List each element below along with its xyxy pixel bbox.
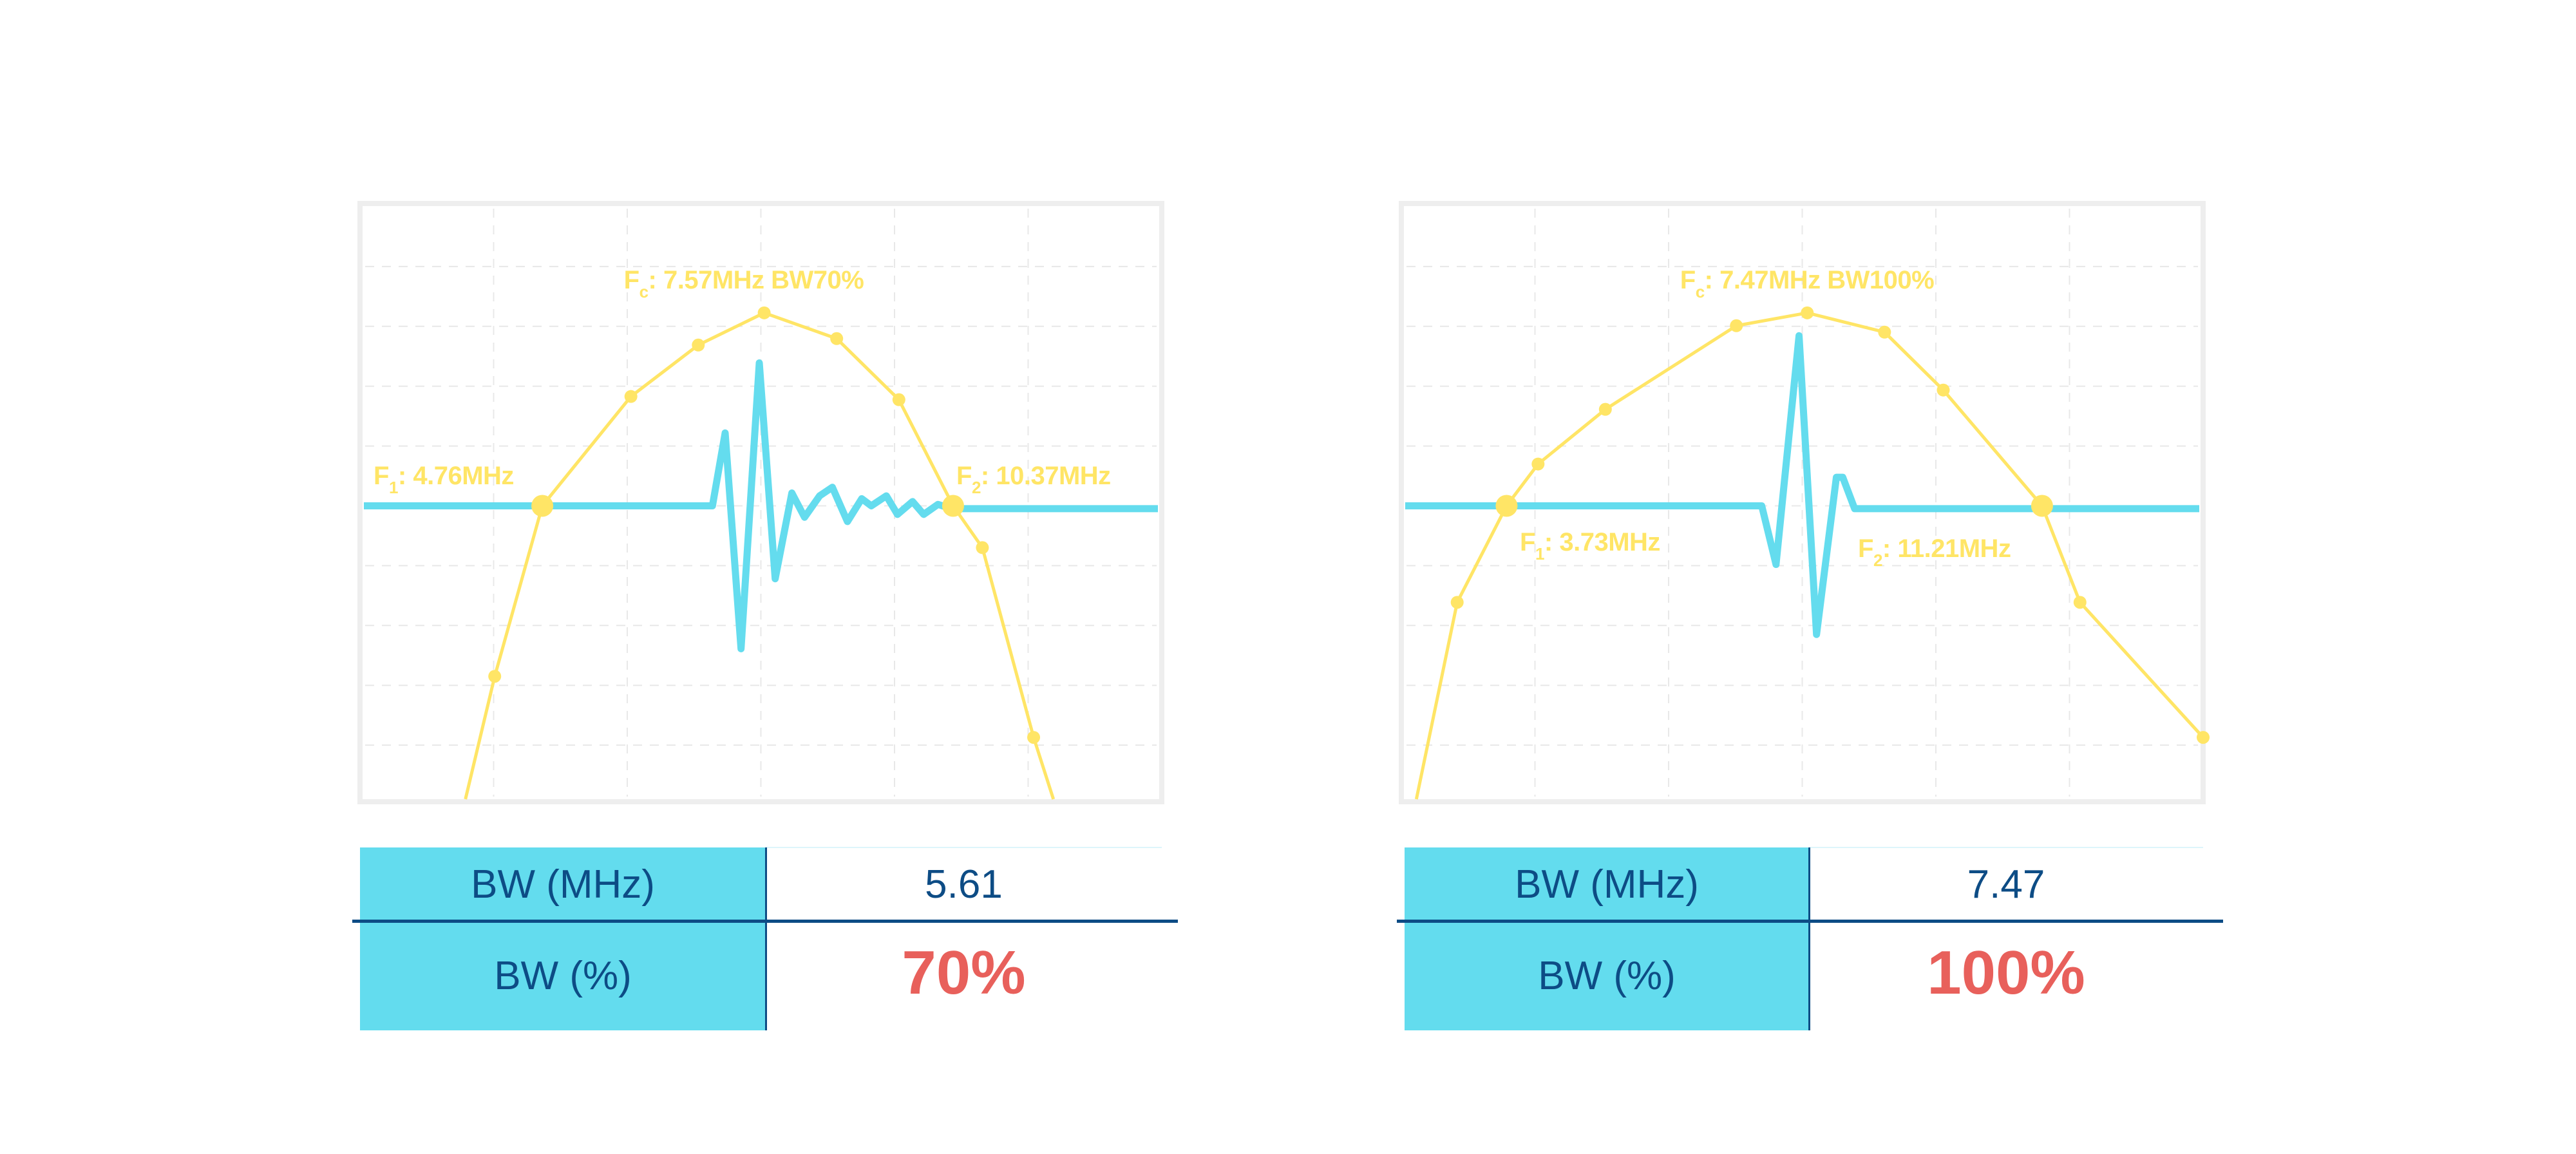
spectrum-point — [1450, 596, 1464, 609]
label-value: : 10.37MHz — [981, 462, 1111, 490]
spectrum-point — [488, 670, 502, 683]
spectrum-point — [2197, 731, 2210, 744]
spectrum-point — [1598, 402, 1612, 416]
cutoff-marker — [531, 495, 554, 517]
spectrum-point — [1937, 383, 1950, 397]
bw-percent-label: BW (%) — [360, 922, 766, 1030]
plot-frame — [1399, 201, 2206, 804]
label-f2: F2: 11.21MHz — [1858, 534, 2011, 570]
spectrum-point — [1027, 731, 1041, 744]
bw-mhz-label: BW (MHz) — [1405, 847, 1809, 922]
label-subscript: 1 — [1535, 544, 1544, 563]
table-top-line — [766, 847, 1162, 848]
cutoff-marker — [2031, 495, 2053, 517]
bw-mhz-value: 7.47 — [1967, 862, 2045, 907]
waveform-line — [1405, 332, 2199, 638]
cutoff-marker — [1495, 495, 1518, 517]
label-value: : 7.57MHz BW70% — [649, 266, 864, 294]
label-symbol: F — [374, 462, 389, 490]
spectrum-point — [624, 390, 638, 403]
label-value: : 11.21MHz — [1882, 534, 2011, 563]
label-symbol: F — [1520, 528, 1535, 556]
spectrum-point — [757, 306, 771, 319]
label-subscript: 1 — [389, 478, 398, 497]
label-subscript: c — [1696, 282, 1705, 301]
spectrum-point — [1801, 306, 1814, 319]
table-row-divider — [352, 920, 1178, 923]
waveform-line — [364, 359, 1158, 652]
label-f1: F1: 4.76MHz — [374, 462, 514, 497]
label-value: : 4.76MHz — [398, 462, 514, 490]
bw-mhz-value: 5.61 — [925, 862, 1003, 907]
spectrum-point — [2073, 596, 2087, 609]
spectrum-point — [1878, 325, 1891, 339]
table-column-divider — [765, 847, 767, 1030]
label-symbol: F — [1680, 266, 1696, 294]
label-symbol: F — [956, 462, 972, 490]
cutoff-marker — [942, 495, 964, 517]
label-symbol: F — [624, 266, 639, 294]
chart-bw100: Fc: 7.47MHz BW100%F1: 3.73MHz F2: 11.21MH… — [1399, 201, 2210, 804]
plot-frame — [357, 201, 1164, 804]
label-fc: Fc: 7.57MHz BW70% — [624, 266, 864, 301]
bw-mhz-label: BW (MHz) — [360, 847, 766, 922]
label-subscript: 2 — [972, 478, 981, 497]
label-f1: F1: 3.73MHz — [1520, 528, 1660, 563]
spectrum-point — [1531, 457, 1545, 471]
label-fc: Fc: 7.47MHz BW100% — [1680, 266, 1934, 301]
spectrum-line — [1414, 311, 2204, 800]
label-subscript: 2 — [1873, 551, 1882, 570]
spectrum-point — [892, 393, 905, 406]
label-value: : 3.73MHz — [1544, 528, 1660, 556]
spectrum-line — [464, 311, 1056, 800]
table-top-line — [1809, 847, 2203, 848]
spectrum-point — [830, 332, 844, 345]
table-row-divider — [1397, 920, 2223, 923]
label-f2: F2: 10.37MHz — [956, 462, 1111, 497]
bw-percent-label: BW (%) — [1405, 922, 1809, 1030]
spectrum-point — [1730, 319, 1743, 332]
spectrum-point — [692, 338, 705, 352]
label-symbol: F — [1858, 534, 1873, 563]
bw-percent-value: 100% — [1927, 938, 2085, 1007]
label-subscript: c — [639, 282, 649, 301]
bw-percent-value: 70% — [902, 938, 1026, 1007]
chart-bw70: Fc: 7.57MHz BW70%F1: 4.76MHz F2: 10.37MHz — [357, 201, 1164, 804]
spectrum-point — [976, 541, 989, 554]
label-value: : 7.47MHz BW100% — [1705, 266, 1935, 294]
table-column-divider — [1808, 847, 1810, 1030]
